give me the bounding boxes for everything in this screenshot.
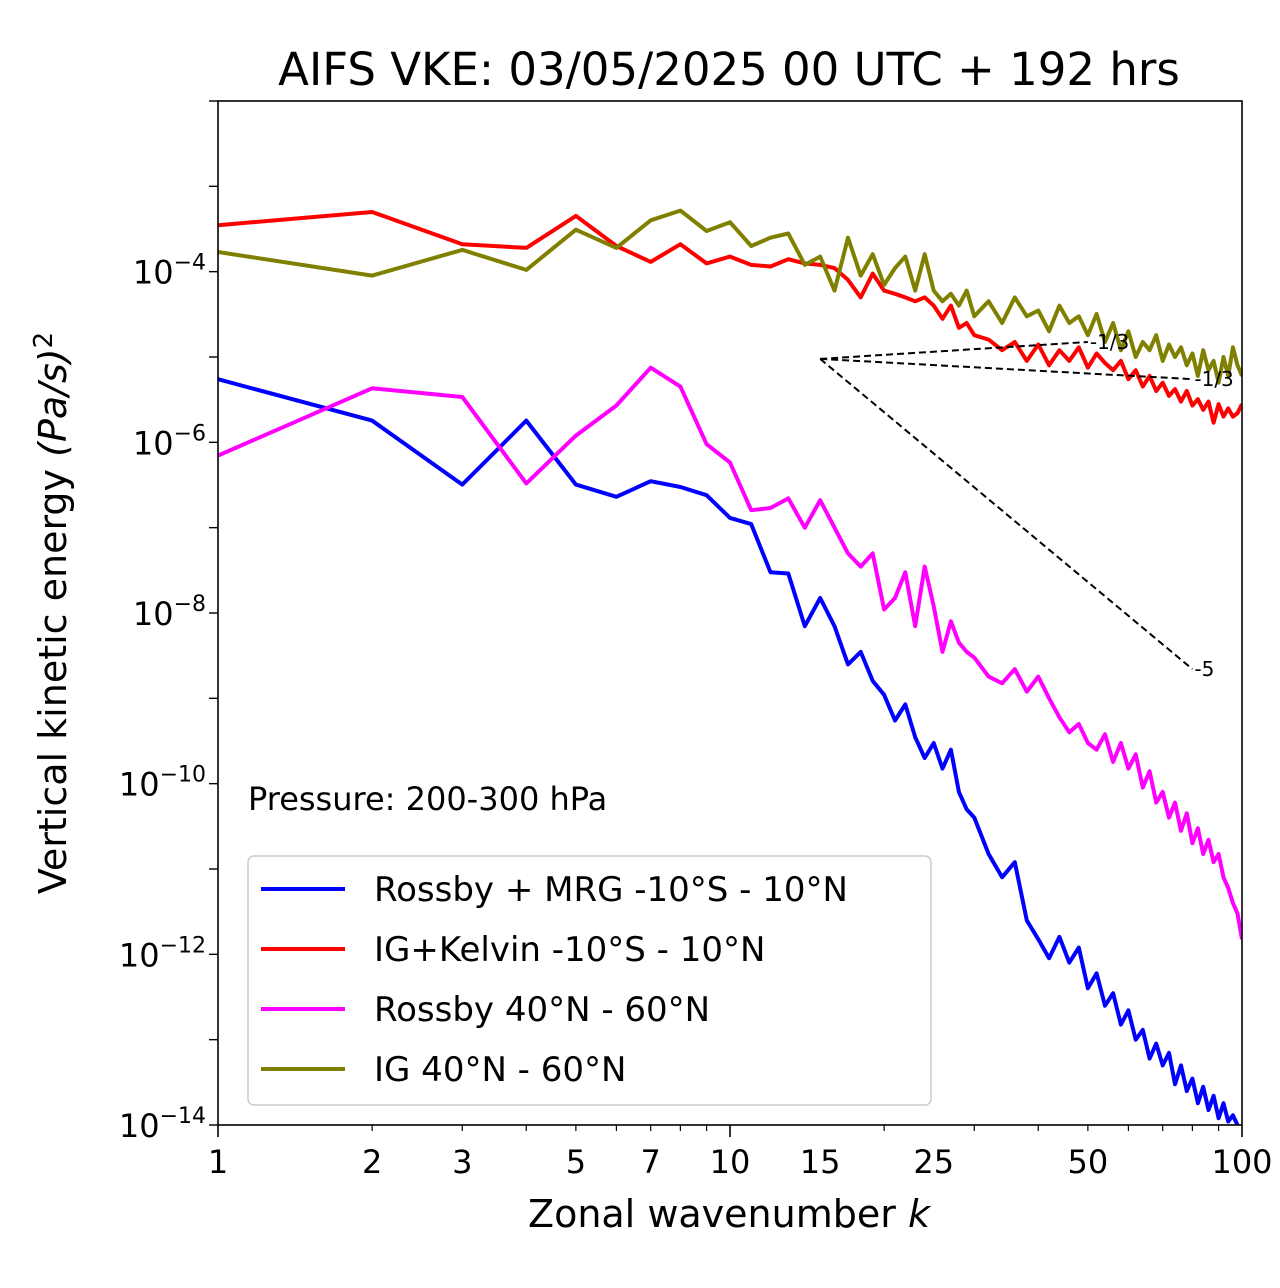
- chart-title: AIFS VKE: 03/05/2025 00 UTC + 192 hrs: [278, 43, 1180, 96]
- x-axis-ticks: 1 2 3 5 7 10 15 25 50 100: [208, 1125, 1273, 1181]
- reference-line-label-2: -1/3: [1194, 367, 1233, 391]
- reference-slope-lines: [819, 340, 1194, 670]
- x-tick-label: 15: [800, 1143, 841, 1181]
- y-tick-label: 10−8: [133, 592, 206, 633]
- series-line-2: [218, 210, 1242, 425]
- series-line-4: [218, 208, 1242, 385]
- y-tick-label: 10−4: [133, 251, 206, 292]
- plot-area: [218, 208, 1242, 1125]
- legend: Rossby + MRG -10°S - 10°N IG+Kelvin -10°S…: [247, 855, 932, 1106]
- reference-line-labels: -1/3 -1/3 -5: [1090, 330, 1234, 681]
- series-line-3: [218, 365, 1242, 940]
- y-tick-label: 10−6: [133, 421, 206, 462]
- reference-line-1: [820, 340, 1088, 360]
- legend-label-2: IG+Kelvin -10°S - 10°N: [374, 930, 765, 970]
- x-tick-label: 10: [710, 1143, 751, 1181]
- y-tick-label: 10−10: [119, 763, 206, 804]
- legend-label-1: Rossby + MRG -10°S - 10°N: [374, 870, 848, 910]
- x-tick-label: 100: [1211, 1143, 1272, 1181]
- y-tick-label: 10−12: [119, 933, 206, 974]
- y-axis-label: Vertical kinetic energy (Pa/s)2: [29, 332, 75, 894]
- x-tick-label: 50: [1068, 1143, 1109, 1181]
- x-axis-label: Zonal wavenumber k: [528, 1192, 932, 1236]
- x-tick-label: 1: [208, 1143, 228, 1181]
- reference-line-2: [820, 357, 1193, 381]
- x-tick-label: 2: [362, 1143, 382, 1181]
- x-tick-label: 3: [452, 1143, 472, 1181]
- pressure-annotation: Pressure: 200-300 hPa: [248, 780, 607, 818]
- x-tick-label: 5: [566, 1143, 586, 1181]
- series-line-1: [218, 377, 1240, 1125]
- reference-line-3: [819, 358, 1194, 670]
- x-tick-label: 25: [913, 1143, 954, 1181]
- y-axis-ticks: 10−4 10−6 10−8 10−10 10−12 10−14: [119, 100, 218, 1145]
- legend-box: [247, 855, 932, 1106]
- y-tick-label: 10−14: [119, 1104, 206, 1145]
- reference-line-label-1: -1/3: [1090, 330, 1129, 354]
- legend-label-4: IG 40°N - 60°N: [374, 1050, 626, 1090]
- reference-line-label-3: -5: [1194, 657, 1214, 681]
- x-tick-label: 7: [641, 1143, 661, 1181]
- legend-label-3: Rossby 40°N - 60°N: [374, 990, 710, 1030]
